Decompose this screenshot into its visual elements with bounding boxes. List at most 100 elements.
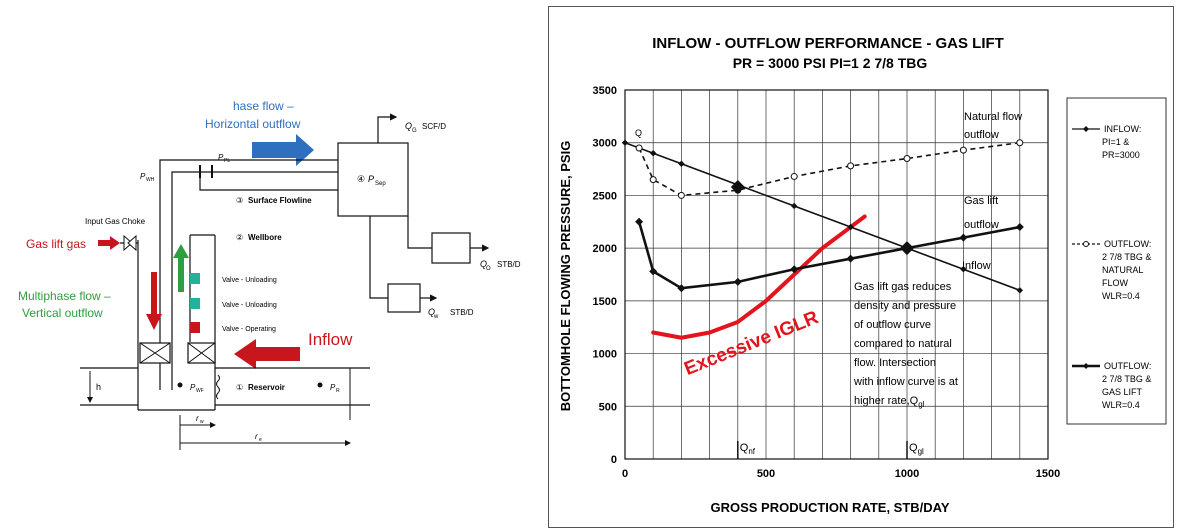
y-tick-label: 3000	[593, 138, 617, 150]
surface-flowline-number: ③	[236, 196, 243, 205]
series-point	[790, 172, 798, 180]
series-point	[678, 160, 685, 167]
input-gas-choke-label: Input Gas Choke	[85, 217, 146, 226]
pr-sub: R	[336, 388, 340, 394]
x-tick-label: 0	[622, 468, 628, 480]
qo-label: Q	[480, 259, 487, 269]
separator-number: ④	[357, 174, 365, 184]
valve-operating-icon	[190, 322, 200, 333]
plot-area	[624, 89, 1049, 460]
vertical-flow-arrow	[173, 244, 189, 292]
gas-lift-label: Gas lift	[964, 195, 998, 207]
valve-unloading-1-icon	[190, 273, 200, 284]
legend-label: WLR=0.4	[1102, 291, 1140, 301]
series-point	[847, 162, 855, 170]
multiphase-label-2: Vertical outflow	[22, 306, 103, 320]
excessive-iglr-curve	[651, 214, 867, 340]
x-tick-label: 500	[757, 468, 775, 480]
series-point	[635, 144, 643, 152]
well-schematic: hase flow – Horizontal outflow ④ P Sep Q…	[18, 99, 521, 450]
legend-label: FLOW	[1102, 278, 1129, 288]
inflow-outflow-chart: INFLOW - OUTFLOW PERFORMANCE - GAS LIFT …	[548, 6, 1174, 528]
valve-3-label: Valve - Operating	[222, 326, 276, 333]
note-line: density and pressure	[854, 300, 956, 312]
y-tick-label: 1000	[593, 349, 617, 361]
h-label: h	[96, 382, 101, 392]
gas-lift-label-2: outflow	[964, 219, 999, 231]
oil-line	[407, 216, 432, 249]
rw-label: r	[196, 414, 199, 423]
x-axis-title: GROSS PRODUCTION RATE, STB/DAY	[710, 500, 949, 515]
intersection-point	[730, 179, 745, 194]
annulus-down-arrow	[146, 272, 162, 330]
legend-label: PI=1 &	[1102, 137, 1129, 147]
ppl-sub: PL	[224, 158, 230, 164]
y-tick-label: 500	[599, 401, 617, 413]
rw-sub: w	[200, 419, 204, 425]
x-tick-label: 1000	[895, 468, 919, 480]
legend-marker	[1083, 241, 1089, 247]
natural-flow-label: Natural flow	[964, 111, 1022, 123]
inflow-curve-label: Inflow	[962, 260, 991, 272]
chart-subtitle: PR = 3000 PSI PI=1 2 7/8 TBG	[733, 55, 928, 71]
legend-box	[1066, 97, 1167, 425]
legend-marker	[1083, 126, 1089, 132]
note: Gas lift gas reduces density and pressure…	[853, 281, 958, 409]
pwh-sub: WH	[146, 177, 155, 183]
qw-sub: w	[433, 314, 439, 320]
gas-lift-gas-label: Gas lift gas	[26, 237, 86, 251]
pr-label: P	[330, 383, 336, 392]
water-tank	[387, 283, 421, 313]
re-sub: e	[259, 437, 262, 443]
note-line: compared to natural	[854, 338, 952, 350]
legend-label: NATURAL	[1102, 265, 1143, 275]
note-line: flow. Intersection	[854, 357, 936, 369]
note-line: Gas lift gas reduces	[854, 281, 952, 293]
series-point	[733, 277, 742, 286]
wellbore-label: Wellbore	[248, 233, 282, 242]
series-point	[677, 284, 686, 293]
valve-unloading-2-icon	[190, 298, 200, 309]
y-tick-label: 3500	[593, 85, 617, 97]
legend-marker	[1083, 363, 1089, 369]
series-point	[621, 139, 629, 146]
water-line	[369, 216, 388, 299]
multiphase-label: Multiphase flow –	[18, 289, 111, 303]
horizontal-flow-arrow	[252, 134, 314, 166]
legend: INFLOW: PI=1 & PR=3000 OUTFLOW: 2 7/8 TBG & N…	[1072, 124, 1151, 410]
qw-label: Q	[428, 307, 435, 317]
series-point	[959, 146, 967, 154]
y-tick-label: 2500	[593, 190, 617, 202]
series-point	[790, 265, 799, 274]
oil-tank	[431, 232, 471, 264]
legend-label: OUTFLOW:	[1104, 239, 1151, 249]
horizontal-flow-label-2: Horizontal outflow	[205, 117, 301, 131]
perforations	[216, 374, 220, 400]
reservoir-number: ①	[236, 383, 243, 392]
legend-label: PR=3000	[1102, 150, 1140, 160]
inflow-label: Inflow	[308, 330, 353, 349]
y-tick-label: 1500	[593, 296, 617, 308]
series-point	[847, 223, 854, 231]
reservoir-label: Reservoir	[248, 383, 285, 392]
qw-unit: STB/D	[450, 308, 474, 317]
valve-2-label: Valve - Unloading	[222, 302, 277, 309]
legend-label: OUTFLOW:	[1104, 361, 1151, 371]
y-tick-label: 2000	[593, 243, 617, 255]
surface-flowline-label: Surface Flowline	[248, 196, 312, 205]
legend-label: WLR=0.4	[1102, 400, 1140, 410]
pwh-label: P	[140, 172, 146, 181]
legend-label: 2 7/8 TBG &	[1102, 252, 1151, 262]
note-line: higher rate,Qgl	[854, 395, 925, 409]
wellbore-number: ②	[236, 233, 243, 242]
series-point	[960, 266, 967, 273]
y-tick-label: 0	[611, 454, 617, 466]
series-point	[1016, 139, 1024, 147]
legend-label: 2 7/8 TBG &	[1102, 374, 1151, 384]
gas-out-line	[377, 113, 398, 143]
note-line: with inflow curve is at	[853, 376, 958, 388]
separator-box	[337, 142, 409, 217]
series-point	[959, 233, 968, 242]
separator-label-sub: Sep	[375, 181, 386, 187]
qg-label: Q	[405, 121, 412, 131]
